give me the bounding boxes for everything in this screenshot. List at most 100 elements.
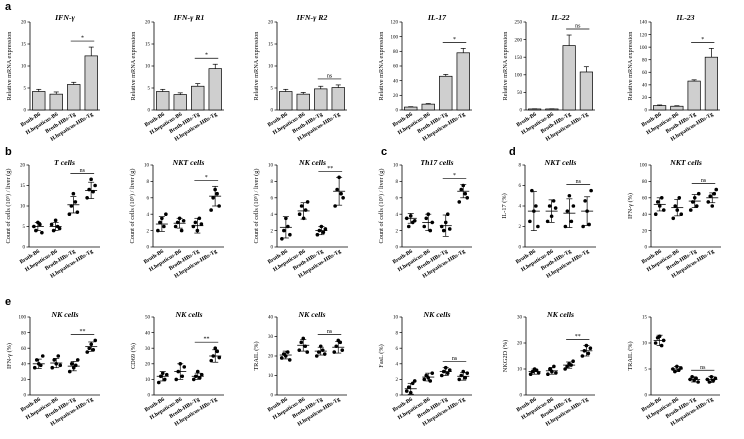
data-point <box>174 377 179 382</box>
bar <box>156 91 170 111</box>
data-point <box>38 222 42 227</box>
data-point <box>164 372 169 377</box>
data-point <box>708 194 713 198</box>
data-point <box>694 204 699 208</box>
data-point <box>213 346 218 351</box>
chart-title: IFN-γ R2 <box>296 13 328 22</box>
significance-label: ns <box>80 168 86 174</box>
data-point <box>707 380 712 384</box>
data-point <box>536 224 540 229</box>
data-point <box>299 204 304 208</box>
data-point <box>406 385 411 390</box>
y-tick-label: 60 <box>21 347 27 352</box>
significance-label: ns <box>576 179 582 185</box>
data-point <box>335 187 339 192</box>
y-axis-label: TRAIL (%) <box>627 341 634 370</box>
bar <box>208 68 222 111</box>
y-tick-label: 15 <box>642 316 648 321</box>
y-axis-label: Count of cells (10⁵) / liver (g) <box>253 169 260 244</box>
y-tick-label: 0 <box>520 394 523 399</box>
y-tick-label: 6 <box>519 184 522 189</box>
data-point <box>406 224 411 229</box>
bar <box>67 84 81 111</box>
y-tick-label: 50 <box>517 91 523 96</box>
data-point <box>589 188 593 193</box>
y-tick-label: 10 <box>517 368 523 373</box>
y-tick-label: 2 <box>396 378 399 383</box>
y-tick-label: 8 <box>147 180 150 185</box>
data-point <box>430 371 435 375</box>
chart-title: T cells <box>54 158 75 167</box>
y-tick-label: 20 <box>642 229 648 234</box>
data-point <box>85 196 89 200</box>
data-point <box>332 350 337 354</box>
data-point <box>50 365 55 370</box>
bar <box>439 75 453 111</box>
y-tick-label: 40 <box>393 79 399 84</box>
y-axis-label: TRAIL (%) <box>253 341 260 370</box>
data-point <box>339 191 343 196</box>
data-point <box>158 220 162 225</box>
data-point <box>73 200 78 204</box>
data-point <box>315 232 320 237</box>
chart-title: NKT cells <box>669 158 702 167</box>
y-tick-label: 0 <box>520 109 523 114</box>
data-point <box>441 228 446 233</box>
data-point <box>465 196 470 200</box>
y-tick-label: 2 <box>271 229 274 234</box>
data-point <box>217 355 222 360</box>
y-tick-label: 15 <box>145 43 151 48</box>
y-tick-label: 10 <box>268 164 274 169</box>
y-tick-label: 6 <box>396 347 399 352</box>
y-tick-label: 80 <box>21 331 27 336</box>
data-point <box>712 191 717 196</box>
data-point <box>40 354 45 358</box>
y-tick-label: 0 <box>396 394 399 399</box>
data-point <box>299 340 304 345</box>
y-tick-label: 10 <box>145 378 151 383</box>
data-point <box>156 228 160 233</box>
y-axis-label: Relative mRNA expression <box>502 31 509 101</box>
data-point <box>465 371 470 375</box>
data-point <box>282 228 286 233</box>
y-axis-label: IFN-γ (%) <box>6 343 13 369</box>
data-point <box>180 374 185 379</box>
data-point <box>322 352 327 356</box>
y-tick-label: 50 <box>145 316 151 321</box>
bar <box>49 93 63 111</box>
y-tick-label: 10 <box>20 205 26 210</box>
y-tick-label: 60 <box>642 71 648 76</box>
data-point <box>714 187 719 192</box>
y-tick-label: 100 <box>640 164 648 169</box>
data-point <box>215 349 220 354</box>
y-tick-label: 100 <box>640 46 648 51</box>
significance-label: ns <box>700 365 706 371</box>
y-tick-label: 80 <box>642 180 648 185</box>
data-point <box>40 230 44 235</box>
data-point <box>424 216 429 221</box>
chart-a-1: 0 5 10 15 20 Relative mRNA expression IFN-γ R1… <box>130 13 224 143</box>
y-tick-label: 10 <box>145 65 151 70</box>
data-point <box>554 371 558 375</box>
data-point <box>87 187 91 192</box>
y-tick-label: 15 <box>21 43 27 48</box>
y-tick-label: 5 <box>24 87 27 92</box>
significance-label: ** <box>204 337 210 343</box>
data-point <box>287 358 292 362</box>
y-tick-label: 20 <box>517 342 523 347</box>
significance-label: ns <box>327 73 333 79</box>
data-point <box>38 363 43 368</box>
data-point <box>73 363 78 368</box>
data-point <box>164 212 168 216</box>
chart-b-7: 0 2 4 6 8 10 Count of cells (10⁵) / liver (g) N… <box>129 158 224 280</box>
chart-title: NK cells <box>546 310 574 319</box>
data-point <box>588 346 593 351</box>
data-point <box>447 368 452 372</box>
data-point <box>653 341 658 345</box>
bar <box>579 71 593 111</box>
